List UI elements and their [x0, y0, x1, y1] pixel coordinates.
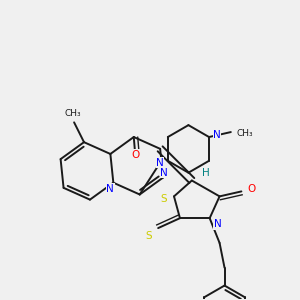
- Text: CH₃: CH₃: [236, 129, 253, 138]
- Text: N: N: [156, 158, 164, 168]
- Text: N: N: [213, 130, 221, 140]
- Text: N: N: [160, 168, 168, 178]
- Text: CH₃: CH₃: [65, 109, 81, 118]
- Text: N: N: [106, 184, 114, 194]
- Text: O: O: [247, 184, 255, 194]
- Text: S: S: [161, 194, 167, 204]
- Text: O: O: [132, 150, 140, 160]
- Text: H: H: [202, 168, 210, 178]
- Text: N: N: [214, 219, 221, 229]
- Text: S: S: [145, 231, 152, 241]
